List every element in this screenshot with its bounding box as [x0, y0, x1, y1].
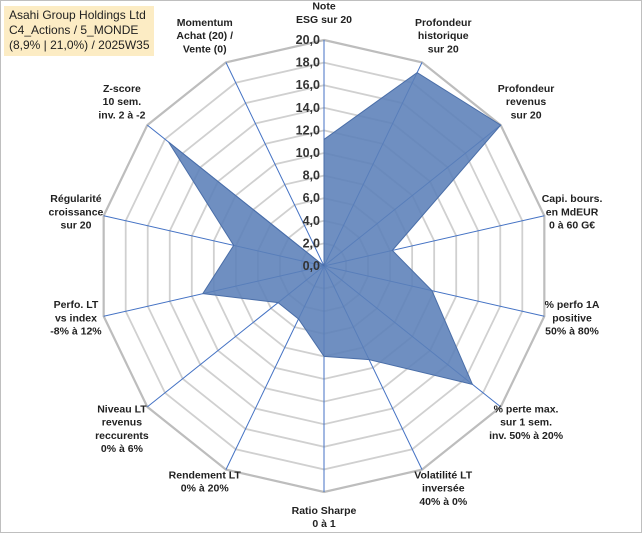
tick-label: 4,0 [303, 214, 320, 228]
axis-label: ESG sur 20 [296, 14, 352, 26]
axis-label: Régularité [50, 193, 102, 205]
axis-label: Profondeur [415, 17, 472, 29]
axis-label: revenus [506, 96, 546, 108]
axis-label: 40% à 0% [419, 496, 468, 508]
chart-title-box: Asahi Group Holdings Ltd C4_Actions / 5_… [4, 6, 154, 56]
axis-label: sur 20 [60, 220, 91, 232]
axis-label: 0 à 1 [312, 518, 336, 530]
axis-label: inv. 2 à -2 [98, 109, 145, 121]
axis-label: Z-score [103, 83, 141, 95]
axis-label: Momentum [177, 17, 233, 29]
axis-label: 50% à 80% [545, 326, 599, 338]
tick-label: 6,0 [303, 191, 320, 205]
axis-label: croissance [49, 206, 104, 218]
tick-label: 12,0 [296, 123, 320, 137]
tick-label: 18,0 [296, 56, 320, 70]
axis-label: Perfo. LT [54, 299, 99, 311]
axis-label: 10 sem. [103, 96, 142, 108]
axis-label: inv. 50% à 20% [489, 430, 564, 442]
axis-label: Profondeur [498, 83, 555, 95]
axis-label: 0% à 6% [101, 443, 144, 455]
axis-label: % perte max. [494, 403, 559, 415]
tick-label: 14,0 [296, 101, 320, 115]
axis-label: sur 20 [511, 109, 542, 121]
axis-label: historique [418, 30, 469, 42]
axis-label: Capi. bours. [542, 193, 603, 205]
axis-label: Vente (0) [183, 43, 227, 55]
company-name: Asahi Group Holdings Ltd [9, 8, 146, 22]
axis-label: Niveau LT [97, 403, 147, 415]
series-area [168, 71, 502, 386]
axis-label: sur 20 [428, 43, 459, 55]
tick-label: 0,0 [303, 259, 320, 273]
axis-label: positive [552, 312, 592, 324]
axis-label: vs index [55, 312, 97, 324]
tick-label: 20,0 [296, 33, 320, 47]
axis-label: Achat (20) / [176, 30, 233, 42]
axis-label: revenus [102, 417, 142, 429]
axis-label: Note [312, 1, 335, 13]
axis-label: % perfo 1A [545, 299, 600, 311]
axis-label: inversée [422, 483, 465, 495]
axis-label: 0 à 60 G€ [549, 220, 595, 232]
tick-label: 2,0 [303, 236, 320, 250]
performance-period: (8,9% | 21,0%) / 2025W35 [9, 38, 150, 52]
axis-label: Ratio Sharpe [292, 505, 357, 517]
tick-label: 8,0 [303, 169, 320, 183]
axis-label: Volatilité LT [414, 469, 473, 481]
axis-label: Rendement LT [169, 469, 242, 481]
tick-label: 16,0 [296, 78, 320, 92]
axis-label: -8% à 12% [50, 326, 102, 338]
portfolio-category: C4_Actions / 5_MONDE [9, 23, 139, 37]
tick-label: 10,0 [296, 146, 320, 160]
axis-spoke [225, 62, 325, 267]
radial-tick-labels: 0,0 2,0 4,0 6,0 8,0 10,0 12,0 14,0 16,0 18,0 20,0 [296, 33, 320, 273]
axis-label: sur 1 sem. [500, 417, 552, 429]
axis-label: en MdEUR [546, 206, 599, 218]
axis-label: reccurents [95, 430, 149, 442]
axis-label: 0% à 20% [181, 483, 230, 495]
radar-series [168, 71, 502, 386]
